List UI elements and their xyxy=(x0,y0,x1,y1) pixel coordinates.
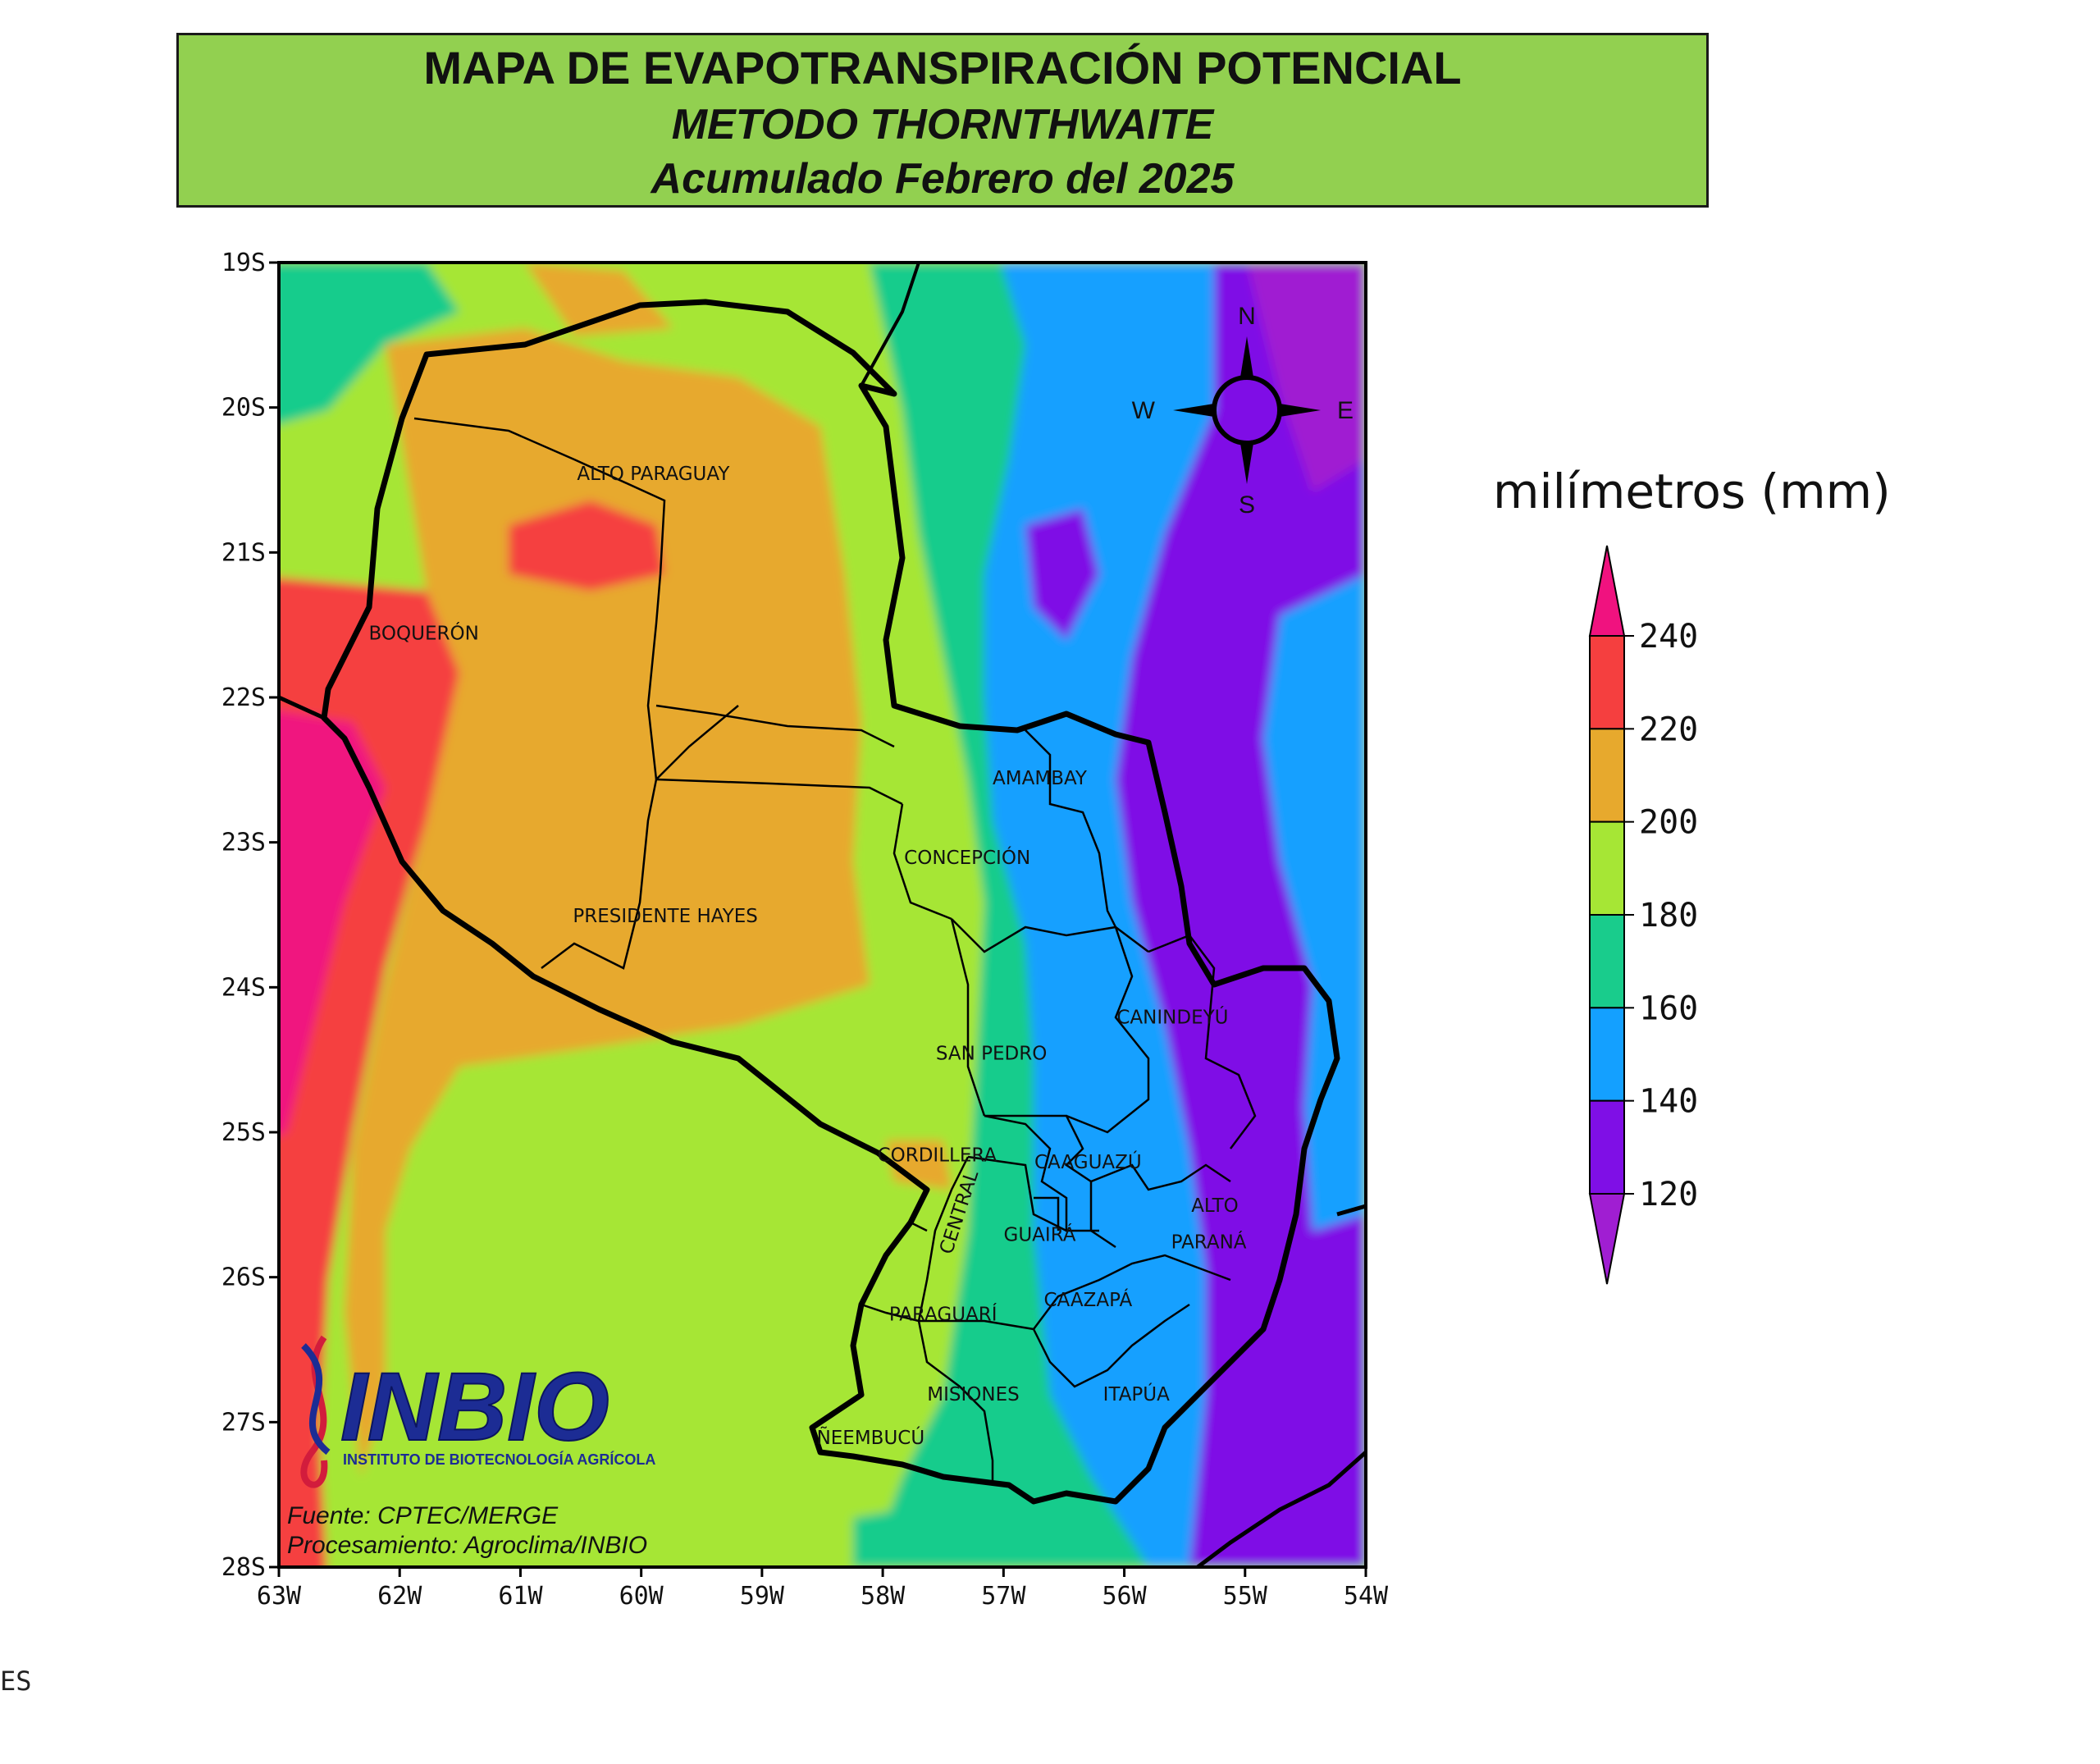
legend-band xyxy=(1589,820,1625,916)
logo-wordmark: INBIO xyxy=(340,1353,609,1461)
legend-value: 200 xyxy=(1639,804,1698,842)
brazil-border-north xyxy=(860,262,920,386)
lon-label: 57W xyxy=(981,1582,1026,1611)
map-title-box: MAPA DE EVAPOTRANSPIRACIÓN POTENCIAL MET… xyxy=(176,33,1709,208)
lon-label: 60W xyxy=(619,1582,664,1611)
legend-colorbar: 240 220 200 180 160 140 120 xyxy=(1588,545,1698,1285)
dept-label: MISIONES xyxy=(927,1384,1019,1405)
dept-label: BOQUERÓN xyxy=(369,621,479,644)
lat-label: 21S xyxy=(221,538,266,567)
compass-arrow-east xyxy=(1280,404,1321,417)
dept-label: ÑEEMBUCÚ xyxy=(817,1426,925,1449)
lat-label: 26S xyxy=(221,1264,266,1292)
dept-label: ALTO xyxy=(1191,1195,1239,1217)
lon-label: 54W xyxy=(1344,1582,1389,1611)
compass-e: E xyxy=(1337,397,1354,424)
dept-label: CONCEPCIÓN xyxy=(904,846,1030,869)
lon-label: 63W xyxy=(257,1582,302,1611)
dna-helix-icon xyxy=(300,1335,328,1488)
compass-w: W xyxy=(1132,397,1156,424)
legend-value: 120 xyxy=(1639,1176,1698,1213)
compass-arrow-north xyxy=(1240,336,1253,377)
legend-value: 220 xyxy=(1639,711,1698,748)
credit-source: Fuente: CPTEC/MERGE xyxy=(287,1502,559,1529)
department-labels: ALTO PARAGUAY BOQUERÓN PRESIDENTE HAYES AMA… xyxy=(369,464,1247,1449)
bolivia-argentina-border xyxy=(277,695,326,720)
dept-label: CORDILLERA xyxy=(878,1145,998,1166)
dept-label: SAN PEDRO xyxy=(936,1044,1047,1065)
legend-band xyxy=(1589,635,1625,730)
inbio-logo: INBIO INSTITUTO DE BIOTECNOLOGÍA AGRÍCOL… xyxy=(300,1335,655,1488)
legend-band xyxy=(1589,1099,1625,1195)
lat-label: 27S xyxy=(221,1408,266,1437)
lon-label: 61W xyxy=(498,1582,543,1611)
legend-band xyxy=(1589,914,1625,1009)
compass-arrow-south xyxy=(1240,443,1253,484)
dept-label: CAAGUAZÚ xyxy=(1034,1150,1142,1173)
lat-label: 23S xyxy=(221,829,266,857)
dept-label: ALTO PARAGUAY xyxy=(577,464,730,485)
lon-label: 55W xyxy=(1223,1582,1268,1611)
legend-arrow-bottom xyxy=(1588,1193,1626,1285)
dna-helix-icon-2 xyxy=(301,1343,331,1456)
dept-label: PARAGUARÍ xyxy=(889,1303,998,1326)
lat-label: 28S xyxy=(221,1553,266,1582)
legend-value: 140 xyxy=(1639,1083,1698,1121)
department-boundaries xyxy=(413,417,1257,1485)
lat-label: 25S xyxy=(221,1118,266,1147)
dept-label: CANINDEYÚ xyxy=(1116,1006,1228,1029)
dept-label: PARANÁ xyxy=(1171,1230,1247,1253)
compass-arrow-west xyxy=(1173,404,1214,417)
lat-label: 19S xyxy=(221,249,266,277)
legend-band xyxy=(1589,728,1625,823)
dept-label: GUAIRÁ xyxy=(1004,1223,1076,1246)
stray-text: ES xyxy=(0,1666,32,1697)
brazil-argentina-border xyxy=(1336,1204,1367,1217)
compass-s: S xyxy=(1239,491,1255,519)
dept-label: AMAMBAY xyxy=(993,768,1088,789)
legend-value: 160 xyxy=(1639,989,1698,1027)
lat-label: 22S xyxy=(221,683,266,712)
lon-label: 58W xyxy=(861,1582,906,1611)
map-period: Acumulado Febrero del 2025 xyxy=(651,155,1235,203)
legend-value: 180 xyxy=(1639,897,1698,935)
legend-value: 240 xyxy=(1639,618,1698,656)
lon-label: 56W xyxy=(1102,1582,1147,1611)
lat-label: 24S xyxy=(221,973,266,1002)
dept-label: PRESIDENTE HAYES xyxy=(573,906,758,927)
logo-subtitle: INSTITUTO DE BIOTECNOLOGÍA AGRÍCOLA xyxy=(343,1451,655,1468)
compass-n: N xyxy=(1238,303,1256,330)
argentina-brazil-border xyxy=(1196,1451,1367,1569)
lon-label: 62W xyxy=(377,1582,422,1611)
credit-processing: Procesamiento: Agroclima/INBIO xyxy=(287,1532,647,1559)
map-title: MAPA DE EVAPOTRANSPIRACIÓN POTENCIAL xyxy=(423,42,1462,94)
lat-label: 20S xyxy=(221,394,266,423)
lon-label: 59W xyxy=(740,1582,785,1611)
etp-color-field xyxy=(279,263,1366,1567)
dept-label: CAAZAPÁ xyxy=(1043,1288,1132,1311)
legend-band xyxy=(1589,1007,1625,1102)
dept-label: ITAPÚA xyxy=(1103,1382,1170,1405)
legend-unit-label: milímetros (mm) xyxy=(1493,464,1891,519)
legend-arrow-top xyxy=(1588,545,1626,637)
map-frame xyxy=(277,261,1367,1569)
paraguay-border xyxy=(321,299,1340,1505)
compass-rose: N S E W xyxy=(1132,303,1354,519)
map-method: METODO THORNTHWAITE xyxy=(671,101,1214,149)
